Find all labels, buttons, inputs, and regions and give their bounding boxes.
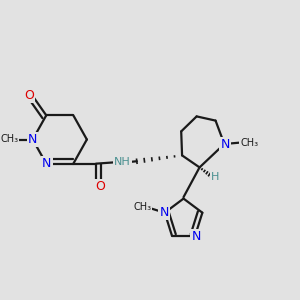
Text: H: H bbox=[211, 172, 219, 182]
Text: CH₃: CH₃ bbox=[0, 134, 18, 144]
Text: CH₃: CH₃ bbox=[240, 137, 258, 148]
Text: N: N bbox=[191, 230, 201, 243]
Text: N: N bbox=[42, 158, 52, 170]
Text: N: N bbox=[28, 133, 38, 146]
Text: NH: NH bbox=[114, 157, 130, 167]
Text: N: N bbox=[220, 137, 230, 151]
Text: O: O bbox=[95, 180, 105, 193]
Text: CH₃: CH₃ bbox=[133, 202, 151, 212]
Text: O: O bbox=[24, 89, 34, 102]
Text: N: N bbox=[159, 206, 169, 219]
